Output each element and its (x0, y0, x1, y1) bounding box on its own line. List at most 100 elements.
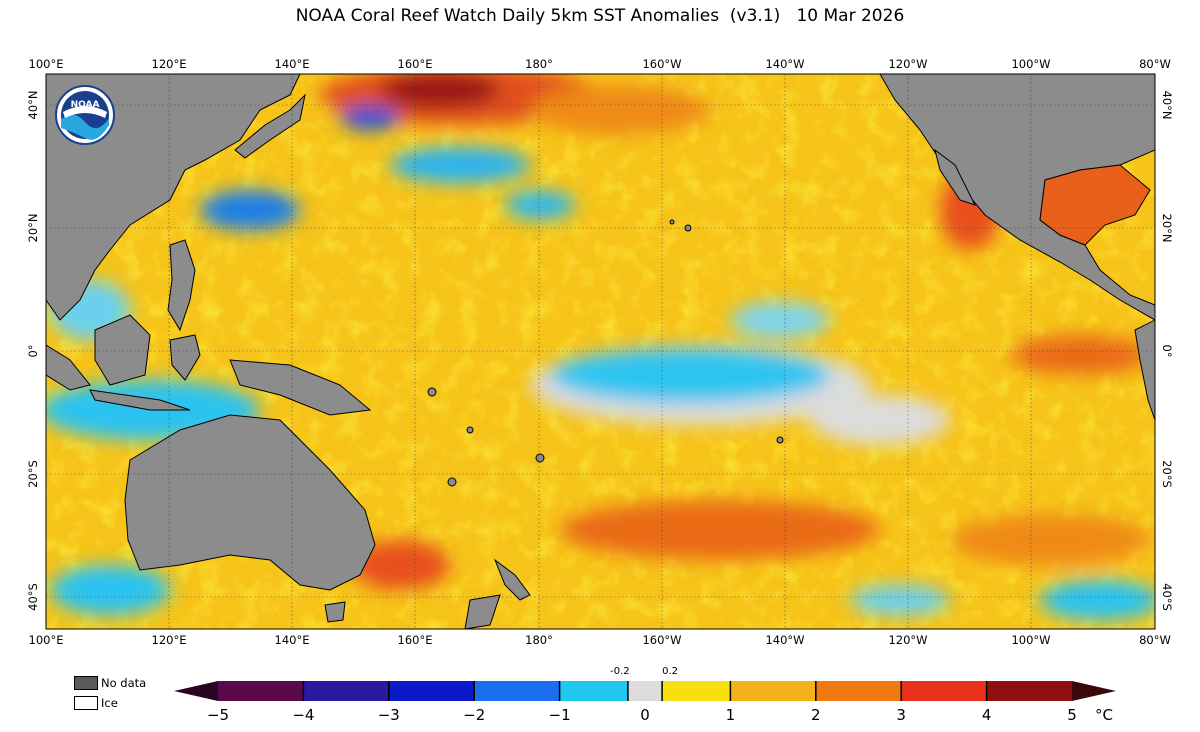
cool-anomaly (730, 302, 830, 338)
latitude-label-left: 0° (26, 344, 40, 358)
colorbar-tick-label: 3 (896, 706, 906, 724)
land (46, 74, 1155, 629)
colorbar-segment (662, 681, 731, 701)
cool-anomaly (1040, 580, 1155, 620)
latitude-label-left: 40°S (26, 583, 40, 611)
new-caledonia (447, 477, 457, 487)
latitude-label-right: 0° (1160, 344, 1174, 358)
noaa-logo-text: NOAA (71, 100, 100, 110)
colorbar-small-tick-label: 0.2 (662, 666, 679, 677)
cool-anomaly (505, 191, 575, 219)
colorbar-segment (388, 681, 475, 701)
latitude-label-right: 40°S (1160, 583, 1174, 611)
longitude-label-bottom: 140°E (274, 633, 310, 647)
colorbar-max-arrow (1072, 681, 1116, 701)
gulf-of-mexico (1039, 164, 1151, 246)
neutral-east-pacific (810, 395, 950, 445)
latitude-label-right: 20°N (1160, 213, 1174, 243)
longitude-label-bottom: 120°E (151, 633, 187, 647)
colorbar-segment (559, 681, 628, 701)
map-border (45, 73, 1156, 630)
longitude-label-bottom: 100°E (28, 633, 64, 647)
colorbar-min-arrow (174, 681, 218, 701)
colorbar-segment (815, 681, 902, 701)
very-warm-anomaly (380, 74, 500, 108)
noaa-logo: NOAA (55, 85, 115, 145)
solomon-islands (427, 387, 437, 397)
colorbar-tick-label: −4 (292, 706, 315, 724)
longitude-label-top: 140°W (765, 57, 805, 71)
cool-anomaly (50, 565, 170, 615)
colorbar-tick-label: 1 (725, 706, 736, 724)
warm-anomaly (530, 85, 710, 135)
longitude-label-top: 160°E (397, 57, 433, 71)
colorbar-tick-label: −1 (548, 706, 571, 724)
sumatra (46, 344, 91, 391)
warm-anomaly-east-equatorial (1010, 335, 1150, 375)
colorbar-tick-label: 4 (981, 706, 992, 724)
new-zealand-north (493, 558, 531, 601)
longitude-label-top: 120°W (888, 57, 928, 71)
colorbar-segment (218, 681, 304, 701)
warm-anomaly-south-pacific (560, 500, 880, 560)
colorbar-segment (730, 681, 816, 701)
japan (234, 93, 306, 159)
vanuatu (466, 426, 474, 434)
colorbar-small-tick-label: -0.2 (610, 666, 630, 677)
ice-swatch (74, 696, 98, 710)
asia-landmass (46, 74, 301, 321)
latitude-label-left: 20°S (26, 460, 40, 488)
cool-anomaly-philippine-sea (200, 190, 300, 230)
latitude-label-left: 20°N (26, 213, 40, 243)
colorbar-tick-label: −3 (377, 706, 400, 724)
longitude-label-bottom: 140°W (765, 633, 805, 647)
latitude-label-right: 40°N (1160, 90, 1174, 120)
colorbar-segment (474, 681, 560, 701)
sulawesi (169, 334, 201, 381)
graticule (46, 74, 1155, 629)
ice-label: Ice (101, 696, 118, 710)
new-guinea (229, 359, 372, 416)
colorbar-segment (303, 681, 389, 701)
colorbar-tick-label: −5 (206, 706, 230, 724)
philippines (167, 239, 196, 332)
colorbar (174, 681, 1116, 701)
colorbar-tick-label: 0 (640, 706, 650, 724)
no-data-label: No data (101, 676, 147, 690)
longitude-label-top: 100°E (28, 57, 64, 71)
colorbar-segment (627, 681, 663, 701)
longitude-label-bottom: 160°W (642, 633, 682, 647)
java (89, 389, 191, 411)
hawaii-islet (669, 219, 675, 225)
warm-anomaly (950, 514, 1150, 566)
longitude-label-top: 120°E (151, 57, 187, 71)
tasmania (324, 601, 346, 623)
longitude-label-bottom: 180° (525, 633, 553, 647)
longitude-label-bottom: 100°W (1011, 633, 1051, 647)
borneo (94, 314, 151, 386)
no-data-swatch (74, 676, 98, 690)
cool-anomaly-equatorial-pacific (550, 347, 830, 403)
colorbar-segment (901, 681, 987, 701)
longitude-label-top: 180° (525, 57, 553, 71)
latitude-label-right: 20°S (1160, 460, 1174, 488)
longitude-label-bottom: 160°E (397, 633, 433, 647)
colorbar-tick-label: 5 (1067, 706, 1077, 724)
longitude-label-top: 160°W (642, 57, 682, 71)
colorbar-tick-label: −2 (463, 706, 486, 724)
latitude-label-left: 40°N (26, 90, 40, 120)
map-frame (46, 74, 1155, 629)
longitude-label-top: 100°W (1011, 57, 1051, 71)
colorbar-tick-label: 2 (811, 706, 821, 724)
australia (124, 414, 376, 591)
fiji (535, 453, 545, 463)
colorbar-segment (986, 681, 1072, 701)
south-america (1134, 319, 1155, 421)
map-title: NOAA Coral Reef Watch Daily 5km SST Anom… (295, 6, 905, 26)
cool-anomaly-subtropical (390, 147, 530, 183)
longitude-label-bottom: 80°W (1139, 633, 1171, 647)
warm-anomaly-tasman (350, 540, 450, 590)
tuamotu (776, 436, 784, 444)
longitude-label-top: 140°E (274, 57, 310, 71)
